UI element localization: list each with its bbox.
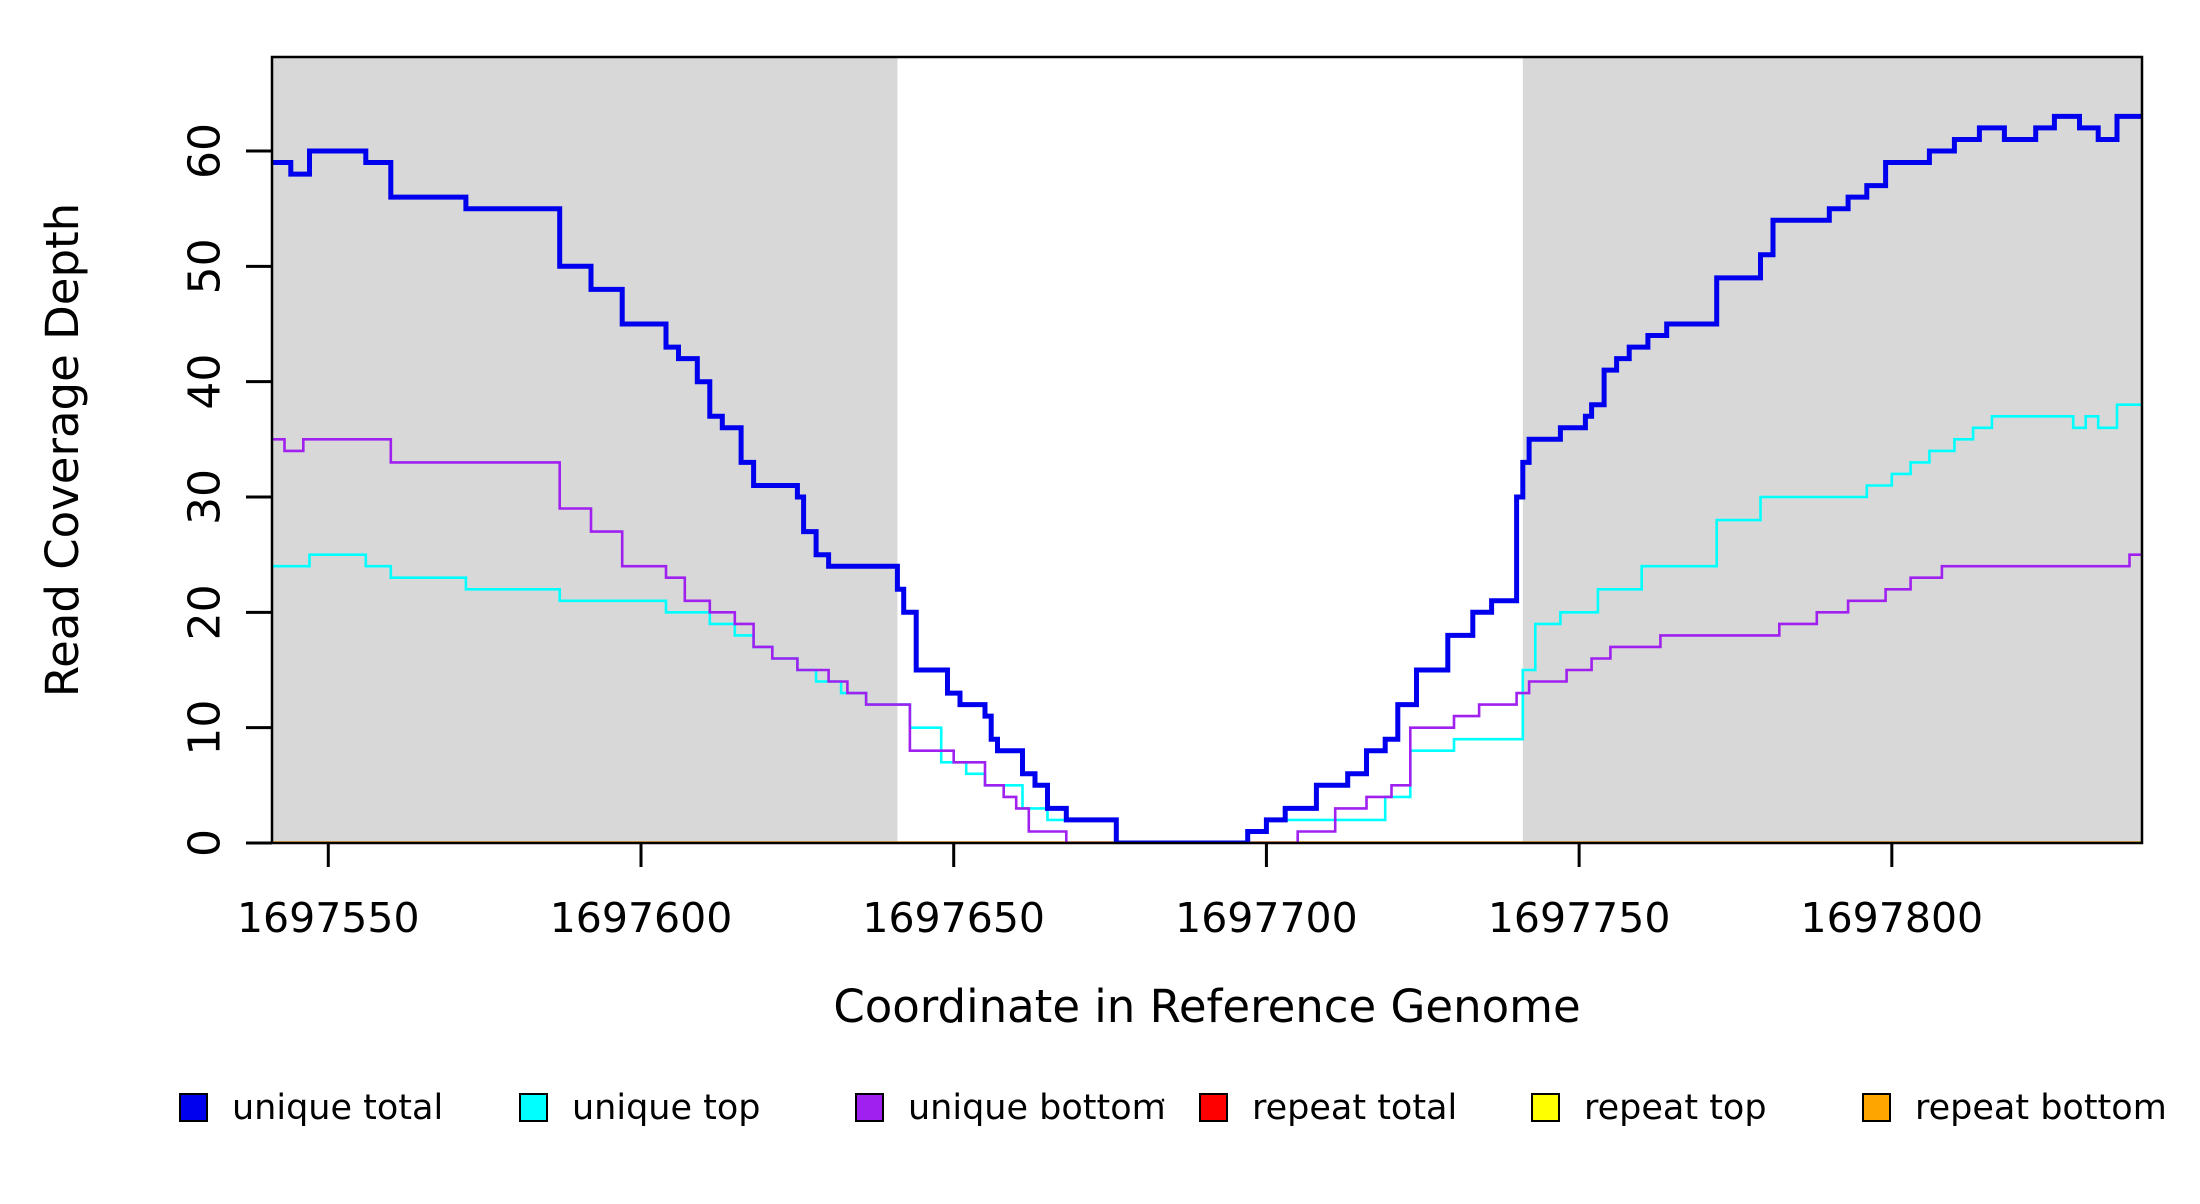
y-tick-label: 20: [180, 584, 231, 640]
x-tick-label: 1697650: [862, 894, 1045, 942]
legend-label: unique total: [232, 1088, 443, 1128]
legend-label: unique top: [572, 1088, 761, 1128]
legend-label: repeat bottom: [1915, 1088, 2167, 1128]
series-line-unique-bottom: [272, 438, 2142, 843]
y-axis-title: Read Coverage Depth: [36, 203, 89, 697]
shaded-regions: [272, 57, 2142, 843]
legend-label: repeat top: [1584, 1088, 1767, 1128]
y-tick-label: 30: [180, 469, 231, 525]
y-tick-label: 10: [180, 700, 231, 756]
legend-item-repeat-bottom: repeat bottom: [1862, 1088, 2167, 1128]
y-tick-label: 40: [180, 354, 231, 410]
plot-border: [270, 55, 2144, 845]
legend-item-unique-top: unique top: [519, 1088, 761, 1128]
x-tick-label: 1697550: [237, 894, 420, 942]
x-tick-label: 1697600: [550, 894, 733, 942]
y-tick-label: 0: [180, 829, 231, 857]
y-tick-label: 60: [180, 123, 231, 179]
legend-item-repeat-top: repeat top: [1531, 1088, 1767, 1128]
x-axis: 1697550 1697600 1697650 1697700 1697750 16978…: [237, 843, 1983, 942]
legend-item-unique-total: unique total: [179, 1088, 443, 1128]
series-lines: [272, 113, 2142, 843]
series-line-unique-total: [272, 113, 2142, 843]
legend-swatch-repeat-total: [1199, 1093, 1228, 1122]
legend-item-unique-bottom: unique bottom: [855, 1088, 1166, 1128]
stray-mark: ·: [1160, 1089, 1167, 1114]
legend-swatch-unique-top: [519, 1093, 548, 1122]
y-tick-label: 50: [180, 238, 231, 294]
legend-item-repeat-total: repeat total: [1199, 1088, 1457, 1128]
legend: unique total unique top unique bottom repea…: [179, 1088, 2167, 1128]
legend-swatch-unique-bottom: [855, 1093, 884, 1122]
shaded-region-right-flank: [1522, 57, 2142, 843]
legend-label: repeat total: [1252, 1088, 1457, 1128]
x-tick-label: 1697750: [1488, 894, 1671, 942]
y-axis: 0 10 20 30 40 50 60: [180, 123, 272, 857]
x-tick-label: 1697700: [1175, 894, 1358, 942]
legend-swatch-unique-total: [179, 1093, 208, 1122]
legend-swatch-repeat-top: [1531, 1093, 1560, 1122]
x-tick-label: 1697800: [1801, 894, 1984, 942]
legend-swatch-repeat-bottom: [1862, 1093, 1891, 1122]
x-axis-title: Coordinate in Reference Genome: [833, 980, 1580, 1033]
shaded-region-left-flank: [272, 57, 898, 843]
legend-label: unique bottom: [908, 1088, 1166, 1128]
